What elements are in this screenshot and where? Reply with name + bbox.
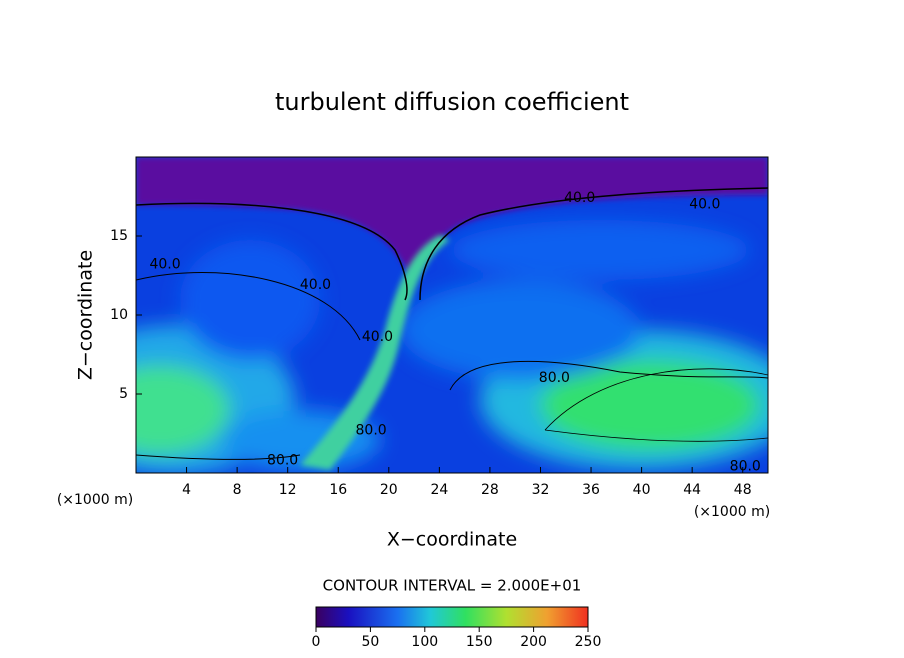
x-unit-right: (×1000 m) <box>694 504 770 520</box>
contour-label: 80.0 <box>267 452 298 468</box>
contour-field <box>136 157 768 473</box>
colorbar-tick-label: 50 <box>361 634 379 650</box>
x-tick-label: 36 <box>582 482 600 498</box>
colorbar-tick-label: 0 <box>312 634 321 650</box>
x-tick-label: 48 <box>734 482 752 498</box>
contour-label: 40.0 <box>689 196 720 212</box>
contour-label: 40.0 <box>300 277 331 293</box>
x-tick-label: 12 <box>279 482 297 498</box>
contour-label: 40.0 <box>564 190 595 206</box>
x-tick-label: 32 <box>532 482 550 498</box>
colorbar-tick-label: 200 <box>520 634 547 650</box>
contour-label: 80.0 <box>539 370 570 386</box>
colorbar-tick-label: 100 <box>411 634 438 650</box>
colorbar-tick-label: 150 <box>466 634 493 650</box>
x-tick-label: 24 <box>430 482 448 498</box>
contour-label: 80.0 <box>730 459 761 475</box>
x-tick-label: 40 <box>633 482 651 498</box>
y-tick-label: 10 <box>110 307 128 323</box>
y-axis-label: Z−coordinate <box>75 250 97 380</box>
chart-title: turbulent diffusion coefficient <box>275 88 629 116</box>
y-tick-label: 15 <box>110 228 128 244</box>
x-tick-label: 28 <box>481 482 499 498</box>
x-unit-left: (×1000 m) <box>57 492 133 508</box>
x-tick-label: 8 <box>233 482 242 498</box>
x-tick-label: 44 <box>683 482 701 498</box>
colorbar-tick-label: 250 <box>575 634 602 650</box>
x-tick-label: 16 <box>329 482 347 498</box>
x-tick-label: 4 <box>182 482 191 498</box>
contour-interval: CONTOUR INTERVAL = 2.000E+01 <box>323 577 582 595</box>
x-tick-label: 20 <box>380 482 398 498</box>
contour-label: 40.0 <box>149 256 180 272</box>
y-tick-label: 5 <box>119 386 128 402</box>
contour-label: 80.0 <box>356 422 387 438</box>
x-axis-label: X−coordinate <box>387 529 517 551</box>
contour-label: 40.0 <box>362 329 393 345</box>
colorbar <box>315 606 589 628</box>
